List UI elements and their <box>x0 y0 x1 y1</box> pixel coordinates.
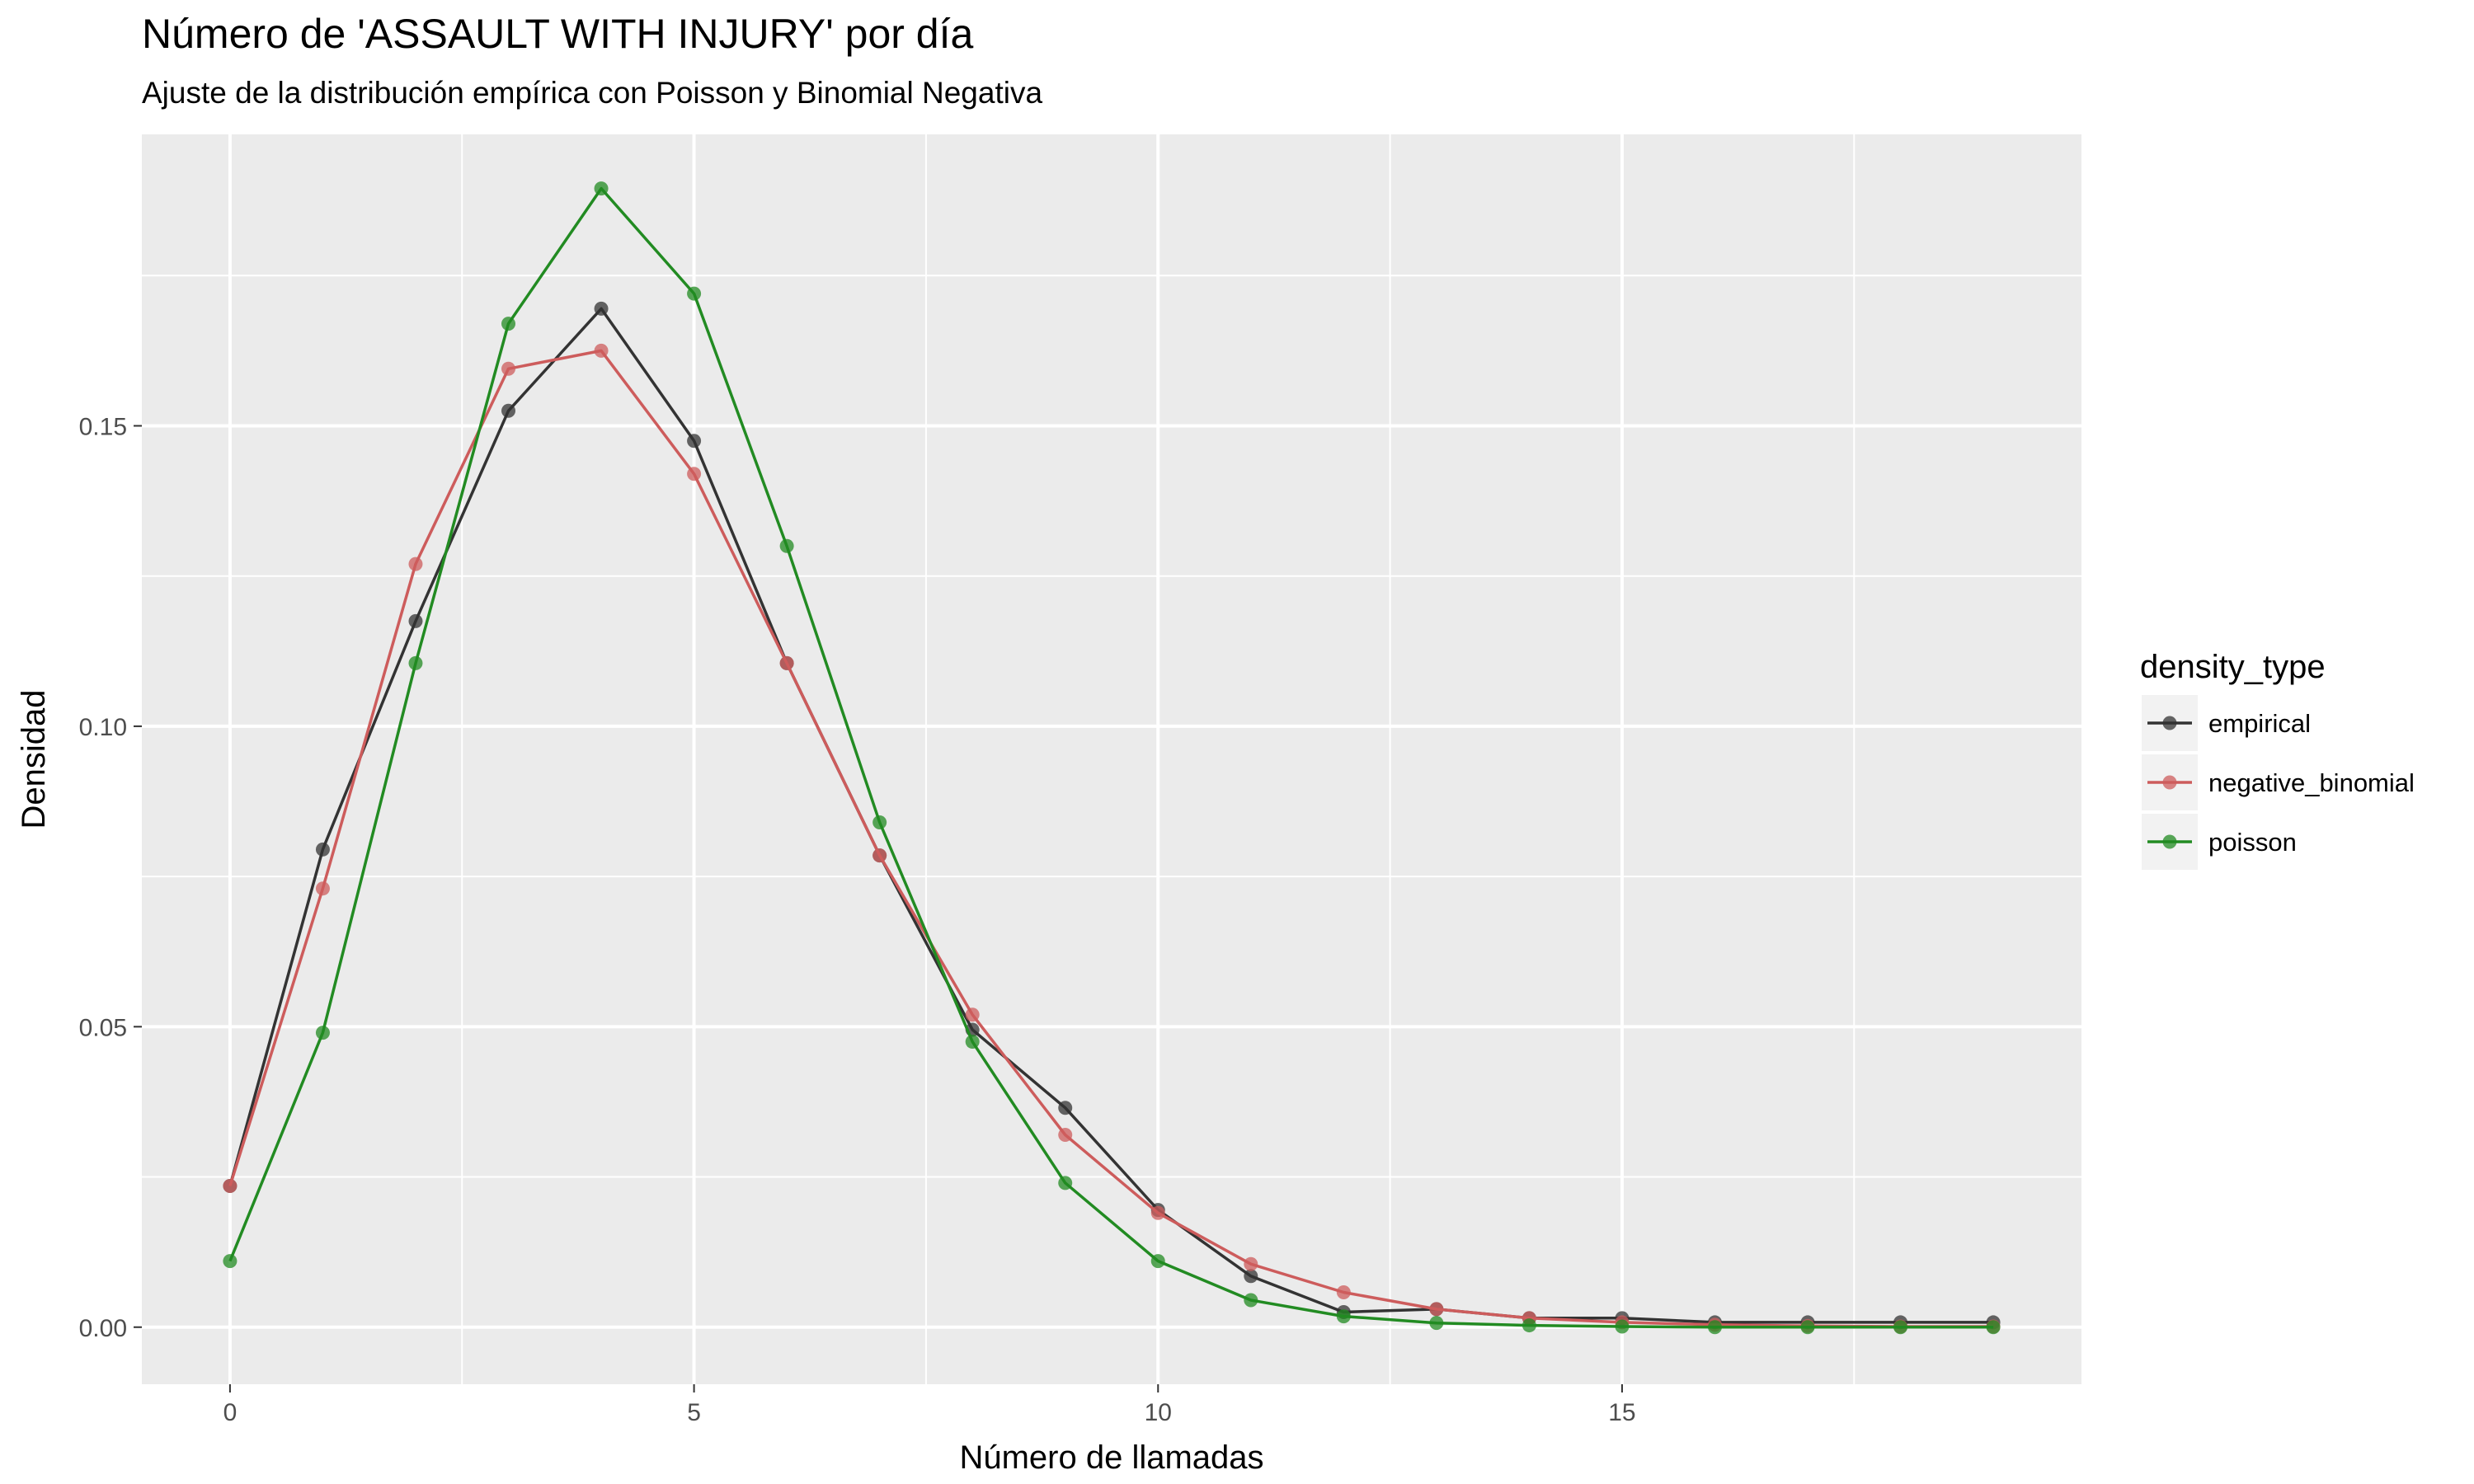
grid-major <box>142 134 2081 1384</box>
legend-item-negative_binomial: negative_binomial <box>2142 754 2415 810</box>
data-point <box>315 842 330 857</box>
x-tick-label: 10 <box>1145 1399 1172 1426</box>
data-point <box>1893 1320 1908 1335</box>
chart-subtitle: Ajuste de la distribución empírica con P… <box>142 76 1043 110</box>
x-axis: 0 5 10 15 <box>223 1384 1636 1426</box>
data-point <box>1986 1320 2001 1335</box>
data-point <box>779 655 794 670</box>
data-point <box>408 613 423 628</box>
data-point <box>1429 1302 1444 1317</box>
data-point <box>1058 1101 1073 1115</box>
y-axis: 0.00 0.05 0.10 0.15 <box>79 413 142 1342</box>
data-point <box>501 361 516 376</box>
y-tick-label: 0.10 <box>79 714 127 741</box>
data-point <box>408 655 423 670</box>
x-tick-label: 15 <box>1608 1399 1635 1426</box>
legend-label: negative_binomial <box>2208 768 2415 797</box>
series-poisson <box>223 181 2001 1335</box>
series-line-empirical <box>228 307 1994 1324</box>
plot-panel <box>142 134 2081 1384</box>
y-axis-title: Densidad <box>16 689 52 829</box>
data-point <box>779 538 794 553</box>
data-point <box>594 301 609 316</box>
series-layer <box>223 181 2001 1335</box>
data-point <box>1244 1256 1258 1271</box>
legend-key-point <box>2162 775 2177 790</box>
data-point <box>965 1035 980 1050</box>
data-point <box>1336 1284 1351 1299</box>
x-tick-label: 0 <box>223 1399 238 1426</box>
x-tick-label: 5 <box>687 1399 701 1426</box>
data-point <box>687 434 702 448</box>
data-point <box>501 317 516 331</box>
series-line-poisson <box>228 186 1994 1329</box>
data-point <box>1058 1128 1073 1143</box>
legend-key-point <box>2162 716 2177 730</box>
y-tick-label: 0.00 <box>79 1315 127 1342</box>
data-point <box>594 181 609 196</box>
data-point <box>315 1026 330 1040</box>
legend-label: poisson <box>2208 828 2297 857</box>
data-point <box>687 286 702 301</box>
data-point <box>1150 1205 1165 1220</box>
legend-item-poisson: poisson <box>2142 814 2297 870</box>
data-point <box>965 1007 980 1022</box>
data-point <box>687 467 702 481</box>
data-point <box>1150 1254 1165 1269</box>
x-axis-title: Número de llamadas <box>959 1439 1263 1476</box>
data-point <box>872 815 887 830</box>
legend-title: density_type <box>2140 649 2326 685</box>
data-point <box>1707 1320 1722 1335</box>
data-point <box>1522 1318 1536 1333</box>
series-line-negative_binomial <box>228 349 1994 1328</box>
y-tick-label: 0.15 <box>79 413 127 440</box>
data-point <box>1336 1309 1351 1324</box>
data-point <box>1615 1319 1630 1334</box>
data-point <box>594 343 609 358</box>
legend-label: empirical <box>2208 709 2311 738</box>
data-point <box>315 881 330 896</box>
data-point <box>223 1178 238 1193</box>
y-tick-label: 0.05 <box>79 1014 127 1041</box>
legend-item-empirical: empirical <box>2142 695 2311 751</box>
data-point <box>872 848 887 863</box>
grid-minor <box>142 134 2081 1384</box>
legend: density_type empirical negative_binomialp… <box>2140 649 2415 870</box>
data-point <box>408 556 423 571</box>
data-point <box>1058 1176 1073 1190</box>
data-point <box>1800 1320 1815 1335</box>
data-point <box>501 403 516 418</box>
data-point <box>1429 1316 1444 1331</box>
data-point <box>1244 1269 1258 1284</box>
data-point <box>223 1254 238 1269</box>
data-point <box>1244 1293 1258 1308</box>
legend-key-point <box>2162 834 2177 849</box>
chart-title: Número de 'ASSAULT WITH INJURY' por día <box>142 11 974 57</box>
